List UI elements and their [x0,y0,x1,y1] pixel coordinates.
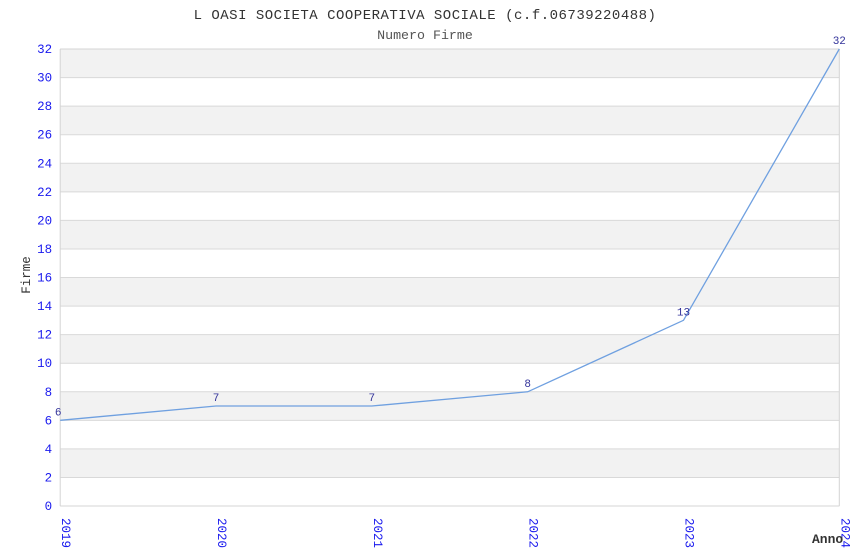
svg-text:10: 10 [37,357,52,371]
svg-text:8: 8 [524,379,531,391]
svg-text:13: 13 [677,307,690,319]
svg-text:28: 28 [37,100,52,114]
svg-text:Anno: Anno [812,532,843,547]
svg-text:2020: 2020 [214,518,228,548]
svg-text:6: 6 [45,414,53,428]
svg-text:2023: 2023 [682,518,696,548]
svg-text:32: 32 [37,43,52,57]
svg-text:6: 6 [55,407,62,419]
svg-text:20: 20 [37,214,52,228]
svg-text:8: 8 [45,386,53,400]
svg-text:2019: 2019 [58,518,72,548]
svg-text:22: 22 [37,186,52,200]
svg-text:2: 2 [45,471,53,485]
svg-text:2021: 2021 [370,518,384,548]
svg-text:Firme: Firme [20,256,34,294]
svg-text:0: 0 [45,500,53,514]
svg-text:30: 30 [37,72,52,86]
svg-text:14: 14 [37,300,52,314]
svg-text:26: 26 [37,129,52,143]
svg-text:32: 32 [833,36,846,48]
svg-text:18: 18 [37,243,52,257]
svg-text:2022: 2022 [526,518,540,548]
svg-text:24: 24 [37,157,52,171]
svg-text:7: 7 [368,393,375,405]
svg-text:7: 7 [213,393,220,405]
svg-text:4: 4 [45,443,53,457]
svg-text:16: 16 [37,272,52,286]
svg-text:12: 12 [37,329,52,343]
